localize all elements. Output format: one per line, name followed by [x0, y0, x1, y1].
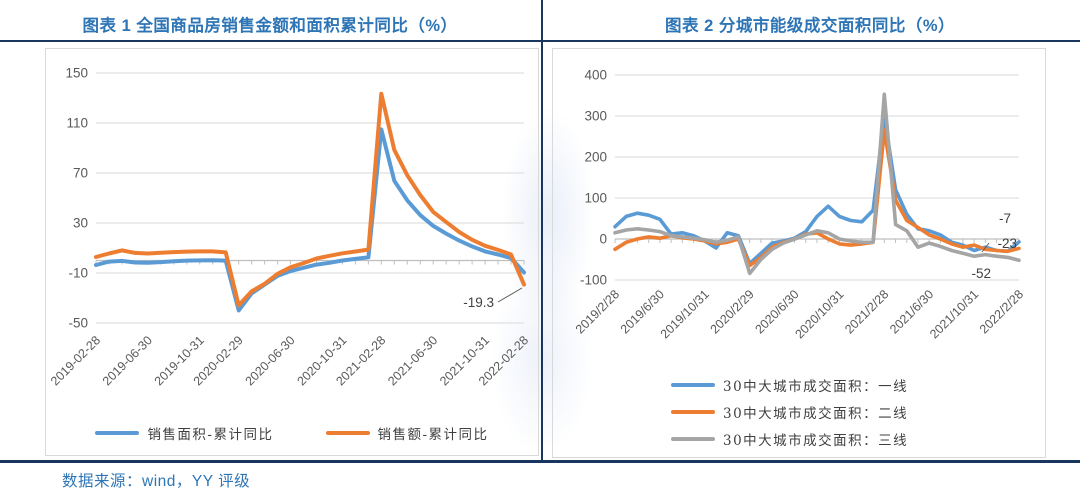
legend-label: 销售面积-累计同比: [147, 427, 274, 443]
annotation-label: -19.3: [463, 295, 494, 310]
legend-swatch-series_orange: [671, 409, 715, 415]
legend-label: 30中大城市成交面积：二线: [723, 406, 909, 422]
annotation-label: -23: [997, 236, 1017, 251]
figure-2-chart-box: 400 300 200 100 0 -100 2019/2/28 2019/6/30 2019/…: [552, 48, 1046, 458]
legend-item: 30中大城市成交面积：三线: [671, 429, 908, 449]
x-axis-tick-label: 2020/2/29: [708, 287, 757, 336]
legend-swatch-series_blue: [95, 430, 140, 436]
x-axis-tick-label: 2022/2/28: [977, 287, 1026, 336]
y-axis-tick-label: 200: [584, 150, 607, 165]
figure-2-title: 图表 2 分城市能级成交面积同比（%）: [664, 17, 956, 35]
y-axis-tick-label: 30: [73, 216, 88, 231]
legend-item: 销售面积-累计同比: [95, 423, 273, 443]
series-line-30中大城市成交面积：三线: [613, 92, 1021, 276]
y-axis-tick-label: 70: [73, 166, 88, 181]
y-axis-tick-label: 400: [584, 68, 607, 83]
x-axis-tick-label: 2019-06-30: [100, 333, 155, 388]
y-axis-tick-label: 0: [599, 232, 607, 247]
legend-label: 销售额-累计同比: [377, 427, 489, 443]
panel-divider: [541, 0, 543, 461]
annotation-leader-line: [497, 287, 523, 303]
legend-swatch-series_gray: [671, 436, 715, 442]
figure-2-chart-canvas: 400 300 200 100 0 -100 2019/2/28 2019/6/30 2019/…: [553, 49, 1045, 357]
x-axis-tick-label: 2021/2/28: [842, 287, 891, 336]
x-axis-tick-label: 2020/10/31: [792, 287, 846, 341]
annotation-label: -52: [971, 266, 991, 281]
source-note: 数据来源：wind，YY 评级: [62, 473, 251, 490]
x-axis-tick-label: 2020-06-30: [243, 333, 298, 388]
legend-swatch-series_orange: [325, 430, 370, 436]
y-axis-tick-label: 100: [584, 191, 607, 206]
y-axis-tick-label: -100: [580, 273, 607, 288]
legend-label: 30中大城市成交面积：三线: [723, 433, 909, 449]
x-axis-tick-label: 2021/10/31: [927, 287, 981, 341]
legend-item: 30中大城市成交面积：二线: [671, 402, 908, 422]
figure-1-title-rule: [0, 40, 542, 43]
x-axis-tick-label: 2019/2/28: [573, 287, 622, 336]
legend-item: 销售额-累计同比: [325, 423, 489, 443]
y-axis-tick-label: -10: [68, 266, 88, 281]
annotation-leader-line: [981, 242, 990, 253]
x-axis-tick-label: 2019/10/31: [658, 287, 712, 341]
legend-swatch-series_blue: [671, 382, 715, 388]
y-axis-tick-label: 110: [66, 116, 88, 131]
figure-1-chart-box: 150 110 70 30 -10 -50 2019-02-28 2019-06-30 2019…: [45, 48, 539, 456]
legend-item: 30中大城市成交面积：一线: [671, 375, 908, 395]
figure-1-chart-canvas: 150 110 70 30 -10 -50 2019-02-28 2019-06-30 2019…: [46, 49, 538, 401]
x-axis-tick-label: 2019-02-28: [48, 333, 103, 388]
figure-2-legend: 30中大城市成交面积：一线 30中大城市成交面积：二线 30中大城市成交面积：三线: [671, 375, 908, 449]
series-line-销售额-累计同比: [94, 91, 526, 308]
figure-2-title-rule: [543, 40, 1080, 43]
figure-2-chart-svg: 4003002001000-1002019/2/282019/6/302019/…: [573, 68, 1026, 342]
x-axis-tick-label: 2021-06-30: [385, 333, 440, 388]
figure-1-title: 图表 1 全国商品房销售金额和面积累计同比（%）: [82, 17, 458, 35]
y-axis-tick-label: -50: [68, 316, 88, 331]
y-axis-tick-label: 150: [65, 66, 88, 81]
y-axis-tick-label: 300: [584, 109, 607, 124]
annotation-label: -7: [999, 211, 1011, 226]
legend-label: 30中大城市成交面积：一线: [723, 379, 909, 395]
series-line-销售面积-累计同比: [94, 127, 526, 313]
figure-1-chart-svg: 1501107030-10-502019-02-282019-06-302019…: [48, 66, 531, 389]
figure-1-legend: 销售面积-累计同比 销售额-累计同比: [46, 423, 538, 443]
bottom-rule: [0, 460, 1080, 463]
